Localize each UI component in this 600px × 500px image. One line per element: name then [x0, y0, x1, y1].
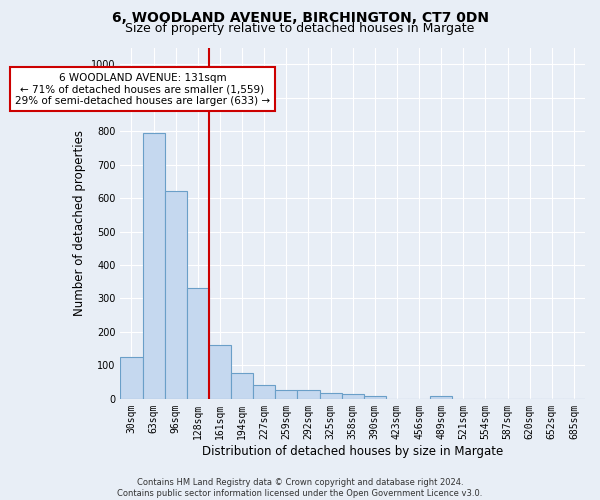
- Text: 6 WOODLAND AVENUE: 131sqm
← 71% of detached houses are smaller (1,559)
29% of se: 6 WOODLAND AVENUE: 131sqm ← 71% of detac…: [15, 72, 270, 106]
- Bar: [187, 288, 209, 399]
- Bar: [341, 394, 364, 399]
- Bar: [121, 358, 143, 399]
- Bar: [231, 373, 253, 399]
- Y-axis label: Number of detached properties: Number of detached properties: [73, 130, 86, 316]
- Bar: [164, 190, 187, 399]
- Bar: [430, 396, 452, 399]
- Bar: [364, 396, 386, 399]
- Bar: [275, 390, 298, 399]
- Text: 6, WOODLAND AVENUE, BIRCHINGTON, CT7 0DN: 6, WOODLAND AVENUE, BIRCHINGTON, CT7 0DN: [112, 11, 488, 25]
- Bar: [253, 386, 275, 399]
- Text: Contains HM Land Registry data © Crown copyright and database right 2024.
Contai: Contains HM Land Registry data © Crown c…: [118, 478, 482, 498]
- Bar: [143, 133, 164, 399]
- X-axis label: Distribution of detached houses by size in Margate: Distribution of detached houses by size …: [202, 444, 503, 458]
- Text: Size of property relative to detached houses in Margate: Size of property relative to detached ho…: [125, 22, 475, 35]
- Bar: [320, 394, 341, 399]
- Bar: [298, 390, 320, 399]
- Bar: [209, 344, 231, 399]
